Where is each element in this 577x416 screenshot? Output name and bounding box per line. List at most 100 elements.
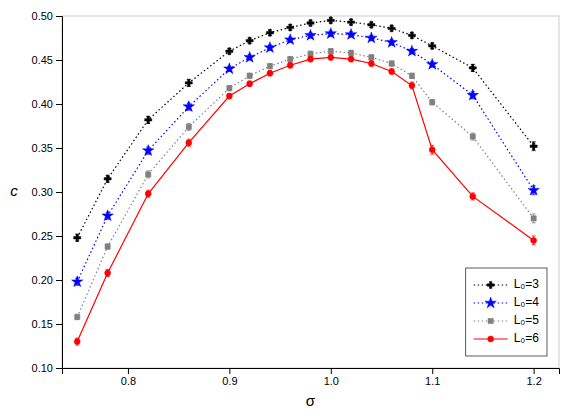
tick: 1.0 — [324, 368, 339, 387]
plot-frame — [62, 16, 559, 368]
plot: 0.8 0.9 1.0 1.1 1.2 0.10 0.15 0.20 0.25 0.30 0.35 0… — [32, 10, 560, 387]
point — [72, 276, 83, 287]
point — [105, 270, 111, 276]
error-bar — [471, 193, 475, 200]
point — [104, 175, 111, 182]
point — [429, 42, 436, 49]
error-bar — [430, 100, 434, 105]
point — [75, 314, 80, 319]
point — [246, 37, 253, 44]
point — [186, 124, 191, 129]
tick-label: 0.35 — [32, 142, 53, 154]
point — [368, 21, 375, 28]
point — [427, 58, 438, 69]
tick-label: 0.40 — [32, 98, 53, 110]
error-bar — [532, 236, 536, 245]
tick-mark — [534, 368, 535, 374]
point — [102, 210, 113, 221]
legend-item: L₀=5 — [474, 313, 540, 327]
point — [531, 237, 537, 243]
point — [528, 184, 539, 195]
tick-label: 1.2 — [526, 375, 541, 387]
point — [145, 191, 151, 197]
point — [307, 19, 314, 26]
point — [308, 51, 313, 56]
error-bar — [75, 338, 79, 345]
point — [267, 64, 272, 69]
line — [77, 34, 533, 282]
legend-marker — [488, 336, 494, 342]
point — [389, 61, 394, 66]
tick-label: 1.1 — [425, 375, 440, 387]
tick-label: 0.20 — [32, 274, 53, 286]
point — [386, 36, 397, 47]
point — [429, 147, 435, 153]
tick: 0.40 — [32, 98, 62, 110]
point — [227, 86, 232, 91]
error-bar — [288, 63, 292, 68]
series — [74, 17, 538, 241]
tick-mark — [229, 368, 230, 374]
point — [369, 55, 374, 60]
tick-label: 0.9 — [222, 375, 237, 387]
point — [467, 89, 478, 100]
error-bar — [106, 244, 110, 249]
error-bar — [329, 55, 333, 60]
point — [388, 25, 395, 32]
error-bar — [430, 145, 434, 154]
tick: 1.2 — [526, 368, 541, 387]
point — [226, 48, 233, 55]
tick-mark — [128, 368, 129, 374]
tick: 0.30 — [32, 186, 62, 198]
point — [366, 32, 377, 43]
axis-line — [63, 369, 560, 375]
point — [288, 56, 293, 61]
tick-mark — [56, 104, 62, 105]
tick: 0.9 — [222, 368, 237, 387]
tick: 0.20 — [32, 274, 62, 286]
point — [74, 339, 80, 345]
tick-mark — [56, 236, 62, 237]
error-bar — [268, 64, 272, 69]
tick: 1.1 — [425, 368, 440, 387]
error-bar — [369, 55, 373, 60]
line — [77, 51, 533, 317]
error-bar — [369, 61, 373, 66]
series — [72, 28, 540, 287]
error-bar — [288, 56, 292, 61]
point — [368, 61, 374, 67]
point — [185, 79, 192, 86]
point — [146, 172, 151, 177]
point — [186, 140, 192, 146]
tick-mark — [56, 280, 62, 281]
point — [345, 29, 356, 40]
legend-marker — [487, 281, 494, 288]
point — [470, 193, 476, 199]
point — [348, 19, 355, 26]
error-bar — [106, 269, 110, 276]
tick-label: 0.10 — [32, 362, 53, 374]
error-bar — [309, 51, 313, 56]
tick: 0.15 — [32, 318, 62, 330]
tick-mark — [331, 368, 332, 374]
tick: 0.45 — [32, 54, 62, 66]
y-axis-title: c — [10, 182, 18, 199]
tick: 0.8 — [121, 368, 136, 387]
tick-label: 0.8 — [121, 375, 136, 387]
legend-marker — [485, 297, 496, 308]
point — [74, 234, 81, 241]
error-bar — [187, 123, 191, 130]
error-bar — [410, 73, 414, 78]
error-bar — [248, 73, 252, 78]
point — [143, 145, 154, 156]
point — [325, 28, 336, 39]
tick-label: 0.25 — [32, 230, 53, 242]
point — [406, 45, 417, 56]
tick-mark — [56, 148, 62, 149]
point — [409, 73, 414, 78]
legend-item: L₀=6 — [474, 331, 540, 345]
error-bar — [349, 50, 353, 55]
error-bar — [75, 314, 79, 319]
point — [409, 83, 415, 89]
tick-label: 0.45 — [32, 54, 53, 66]
